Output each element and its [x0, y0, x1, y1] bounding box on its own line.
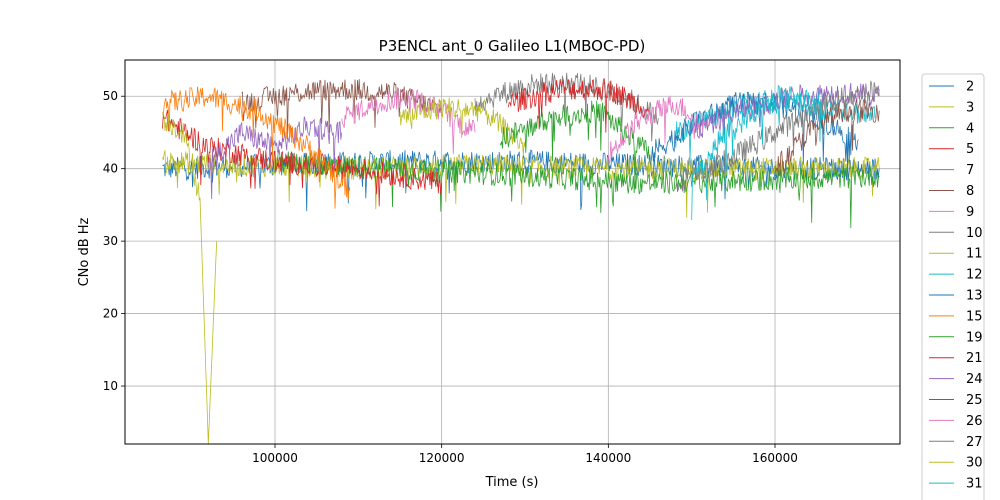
series-line-15 — [162, 86, 351, 209]
y-tick-label: 20 — [103, 307, 118, 321]
series-lines — [162, 72, 880, 444]
series-line-9 — [341, 87, 476, 154]
legend-label: 26 — [966, 414, 983, 429]
chart-title: P3ENCL ant_0 Galileo L1(MBOC-PD) — [379, 37, 646, 56]
legend-label: 5 — [966, 142, 974, 157]
y-axis-ticks: 10 20 30 40 50 — [103, 89, 125, 393]
legend-label: 21 — [966, 351, 983, 366]
x-axis-ticks: 100000 120000 140000 160000 — [252, 444, 798, 465]
legend-label: 10 — [966, 226, 983, 241]
legend-label: 19 — [966, 330, 983, 345]
legend: 2 3 4 5 7 8 9 10 11 12 13 15 19 21 24 25 26 27 30 31 — [921, 73, 985, 500]
series-line-12 — [674, 84, 876, 161]
x-tick-label: 160000 — [752, 451, 798, 465]
series-line-8 — [241, 79, 443, 138]
x-axis-label: Time (s) — [485, 475, 539, 490]
series-line-4 — [274, 149, 880, 229]
plot-area — [124, 59, 901, 445]
legend-label: 31 — [966, 477, 983, 492]
series-line-5 — [162, 109, 443, 207]
legend-label: 30 — [966, 456, 983, 471]
x-tick-label: 140000 — [585, 451, 631, 465]
legend-label: 9 — [966, 205, 974, 220]
legend-label: 3 — [966, 100, 974, 115]
legend-label: 8 — [966, 184, 974, 199]
legend-items: 2 3 4 5 7 8 9 10 11 12 13 15 19 21 24 25 26 27 30 31 — [929, 80, 983, 492]
series-line-25 — [774, 98, 880, 176]
x-tick-label: 100000 — [252, 451, 298, 465]
legend-label: 7 — [966, 163, 974, 178]
legend-label: 4 — [966, 121, 974, 136]
legend-label: 27 — [966, 435, 983, 450]
legend-label: 12 — [966, 268, 983, 283]
legend-box — [921, 73, 985, 500]
y-axis-label: CNo dB Hz — [77, 217, 92, 286]
plot-frame — [124, 59, 901, 445]
legend-label: 2 — [966, 80, 974, 95]
plot-background — [125, 60, 900, 444]
legend-label: 11 — [966, 247, 983, 262]
y-tick-label: 30 — [103, 234, 118, 248]
series-line-26 — [607, 95, 709, 165]
y-tick-label: 40 — [103, 162, 118, 176]
series-line-13 — [649, 91, 859, 168]
series-line-30 — [162, 112, 218, 444]
y-tick-label: 50 — [103, 89, 118, 103]
series-line-21 — [507, 78, 651, 133]
series-line-7 — [207, 116, 343, 200]
legend-label: 25 — [966, 393, 983, 408]
legend-label: 13 — [966, 289, 983, 304]
x-tick-label: 120000 — [419, 451, 465, 465]
series-line-31 — [691, 86, 826, 220]
y-tick-label: 10 — [103, 379, 118, 393]
legend-label: 24 — [966, 372, 983, 387]
series-line-11 — [399, 97, 526, 155]
series-line-19 — [499, 100, 651, 189]
legend-label: 15 — [966, 309, 983, 324]
series-line-27 — [674, 80, 880, 192]
